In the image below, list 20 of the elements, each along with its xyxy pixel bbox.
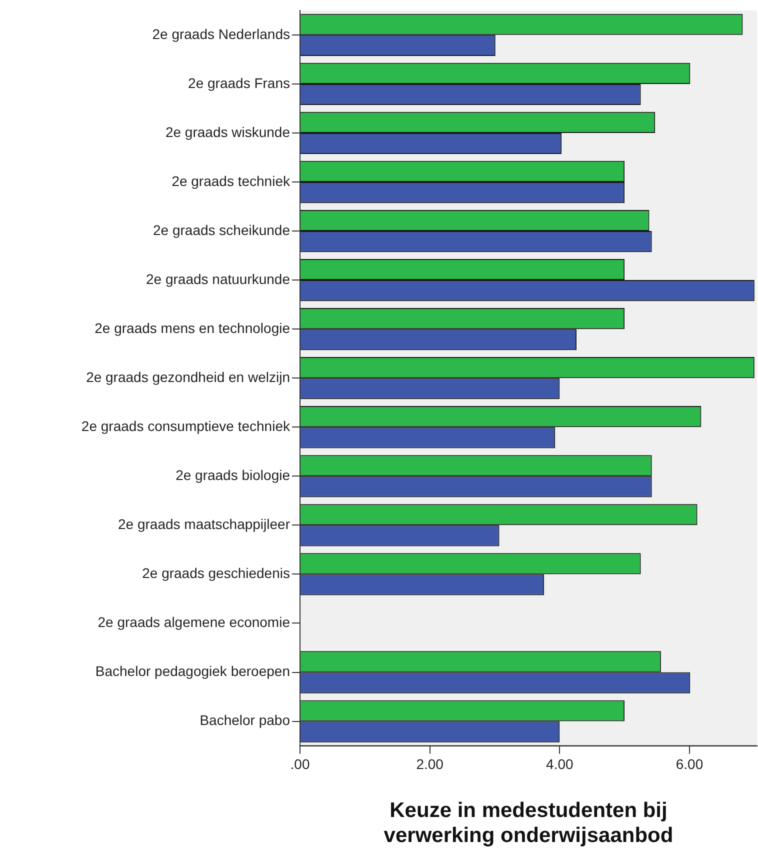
x-axis-title: Keuze in medestudenten bij verwerking onderwijsaanbod — [384, 798, 674, 848]
y-tick-label: 2e graads maatschappijleer — [118, 516, 290, 532]
y-tick-label: 2e graads gezondheid en welzijn — [86, 368, 290, 385]
x-tick-label: 6.00 — [676, 756, 704, 772]
x-tick-label: 2.00 — [416, 756, 444, 772]
y-tick-label: 2e graads scheikunde — [153, 222, 290, 238]
y-tick-label: 2e graads wiskunde — [165, 124, 290, 140]
y-tick-label: 2e graads natuurkunde — [146, 270, 290, 287]
y-tick-label: Bachelor pedagogiek beroepen — [95, 663, 290, 680]
y-tick-label: 2e graads biologie — [176, 467, 290, 484]
y-tick-label: 2e graads Frans — [188, 74, 290, 91]
y-tick-label: 2e graads consumptieve techniek — [81, 418, 291, 434]
x-tick-label: .00 — [290, 756, 310, 772]
x-tick-label: 4.00 — [546, 756, 574, 772]
y-tick-label: 2e graads mens en technologie — [94, 320, 290, 336]
y-tick-label: 2e graads techniek — [172, 172, 291, 189]
y-tick-label: 2e graads algemene economie — [98, 614, 290, 630]
y-tick-label: 2e graads geschiedenis — [142, 565, 290, 582]
y-tick-label: 2e graads Nederlands — [152, 26, 290, 42]
y-tick-label: Bachelor pabo — [200, 712, 290, 728]
